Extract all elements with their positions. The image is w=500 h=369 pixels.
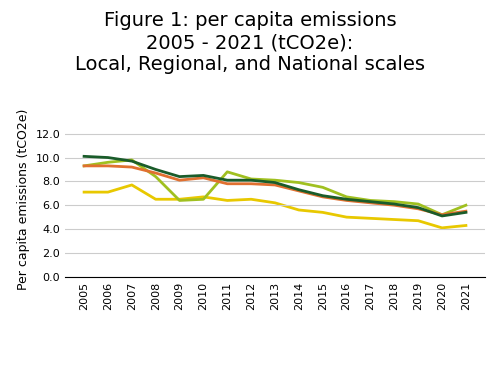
West Midlands	[248, 182, 254, 186]
England	[224, 178, 230, 182]
Wyre Forest	[320, 210, 326, 215]
England	[152, 167, 158, 172]
Wyre Forest	[81, 190, 87, 194]
West Midlands	[439, 213, 445, 217]
Wyre Forest	[296, 208, 302, 212]
England	[415, 206, 421, 210]
Worcestershire	[200, 197, 206, 201]
Worcestershire	[463, 203, 469, 207]
West Midlands	[368, 201, 374, 205]
Wyre Forest	[248, 197, 254, 201]
West Midlands	[129, 165, 135, 169]
Worcestershire	[344, 195, 349, 199]
Wyre Forest	[415, 218, 421, 223]
England	[272, 180, 278, 185]
West Midlands	[152, 171, 158, 175]
Line: England: England	[84, 156, 466, 216]
West Midlands	[392, 203, 398, 207]
Worcestershire	[81, 164, 87, 168]
Wyre Forest	[463, 223, 469, 228]
Wyre Forest	[105, 190, 111, 194]
Line: Worcestershire: Worcestershire	[84, 160, 466, 215]
Worcestershire	[105, 160, 111, 165]
Worcestershire	[224, 170, 230, 174]
West Midlands	[200, 176, 206, 180]
Worcestershire	[415, 202, 421, 206]
Worcestershire	[439, 213, 445, 217]
Wyre Forest	[224, 198, 230, 203]
Worcestershire	[320, 185, 326, 190]
Worcestershire	[248, 177, 254, 181]
Wyre Forest	[344, 215, 349, 219]
England	[105, 155, 111, 160]
West Midlands	[105, 164, 111, 168]
West Midlands	[344, 198, 349, 203]
Wyre Forest	[439, 226, 445, 230]
West Midlands	[224, 182, 230, 186]
Wyre Forest	[129, 183, 135, 187]
Wyre Forest	[392, 217, 398, 222]
West Midlands	[81, 164, 87, 168]
Text: Figure 1: per capita emissions
2005 - 2021 (tCO2e):
Local, Regional, and Nationa: Figure 1: per capita emissions 2005 - 20…	[75, 11, 425, 74]
Line: Wyre Forest: Wyre Forest	[84, 185, 466, 228]
Worcestershire	[272, 178, 278, 182]
West Midlands	[415, 207, 421, 211]
England	[463, 210, 469, 215]
Worcestershire	[296, 180, 302, 185]
West Midlands	[463, 209, 469, 213]
Worcestershire	[176, 198, 182, 203]
England	[320, 193, 326, 198]
Y-axis label: Per capita emissions (tCO2e): Per capita emissions (tCO2e)	[17, 108, 30, 290]
England	[344, 197, 349, 201]
England	[200, 173, 206, 177]
England	[296, 187, 302, 192]
Worcestershire	[392, 199, 398, 204]
Line: West Midlands: West Midlands	[84, 166, 466, 215]
Wyre Forest	[272, 201, 278, 205]
Wyre Forest	[200, 195, 206, 199]
Wyre Forest	[368, 216, 374, 221]
England	[439, 214, 445, 218]
England	[248, 178, 254, 182]
Worcestershire	[152, 175, 158, 179]
West Midlands	[272, 183, 278, 187]
England	[368, 199, 374, 204]
Worcestershire	[368, 198, 374, 203]
Wyre Forest	[152, 197, 158, 201]
England	[129, 159, 135, 163]
England	[392, 202, 398, 206]
England	[176, 175, 182, 179]
West Midlands	[176, 178, 182, 182]
West Midlands	[296, 189, 302, 193]
Wyre Forest	[176, 197, 182, 201]
West Midlands	[320, 195, 326, 199]
England	[81, 154, 87, 159]
Worcestershire	[129, 158, 135, 162]
